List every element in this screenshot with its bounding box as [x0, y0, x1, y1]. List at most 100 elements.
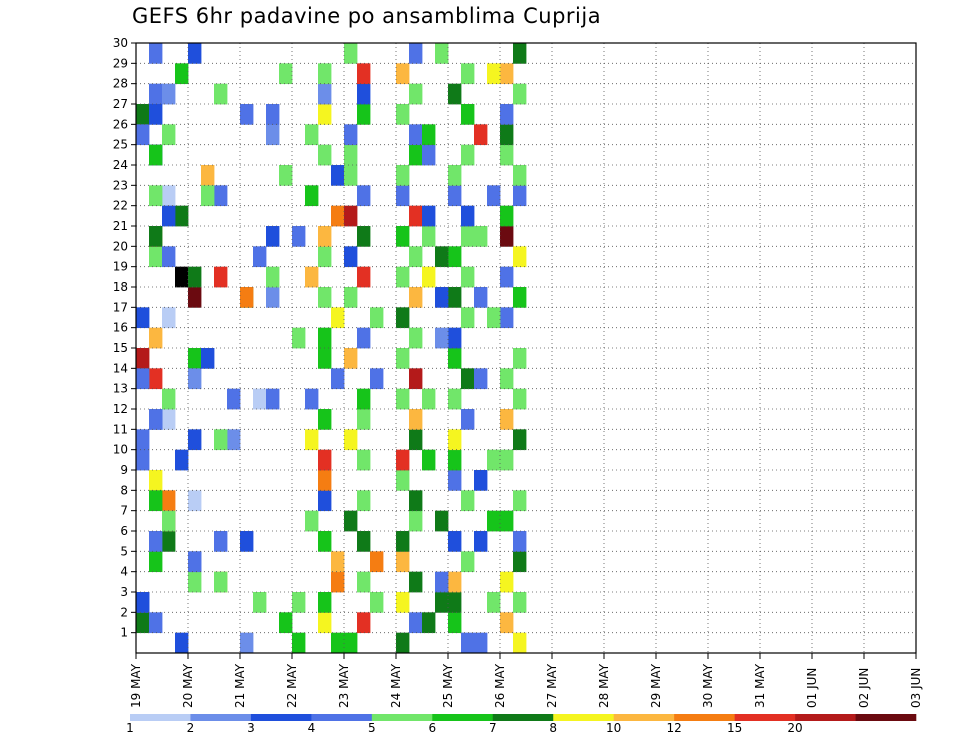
colorbar-swatch: [674, 714, 735, 721]
heatmap-cell: [292, 632, 306, 654]
heatmap-cell: [435, 571, 449, 593]
heatmap-cell: [331, 551, 345, 573]
y-tick-label: 1: [120, 626, 128, 640]
heatmap-cell: [500, 612, 514, 634]
heatmap-cell: [513, 429, 527, 451]
heatmap-cell: [136, 348, 150, 369]
heatmap-cell: [474, 470, 488, 491]
heatmap-cell: [149, 368, 163, 390]
heatmap-cell: [500, 368, 514, 390]
heatmap-cell: [188, 266, 202, 288]
y-tick-label: 24: [113, 158, 128, 172]
x-axis: 19 MAY 20 MAY 21 MAY 22 MAY 23 MAY 24 MAY 25 M…: [129, 653, 923, 708]
heatmap-cell: [305, 266, 319, 288]
heatmap-cell: [448, 612, 462, 634]
heatmap-cell: [474, 226, 488, 247]
heatmap-cell: [409, 612, 423, 634]
heatmap-cell: [357, 226, 371, 247]
heatmap-cell: [292, 327, 306, 349]
heatmap-cell: [162, 124, 176, 146]
heatmap-cell: [461, 551, 475, 573]
colorbar-swatch: [492, 714, 554, 721]
heatmap-cell: [513, 43, 527, 64]
heatmap-cell: [448, 531, 462, 552]
heatmap-cell: [435, 43, 449, 64]
heatmap-cell: [266, 266, 280, 288]
heatmap-cell: [500, 409, 514, 430]
heatmap-cell: [318, 531, 332, 552]
heatmap-cell: [461, 205, 475, 227]
heatmap-cell: [422, 388, 436, 410]
heatmap-cell: [188, 429, 202, 451]
heatmap-cell: [422, 266, 436, 288]
heatmap-cell: [448, 449, 462, 471]
x-tick-label: 30 MAY: [701, 663, 715, 708]
heatmap-cell: [331, 165, 345, 186]
y-tick-label: 3: [120, 585, 128, 599]
x-tick-label: 22 MAY: [285, 663, 299, 708]
heatmap-cell: [357, 490, 371, 512]
heatmap-cell: [136, 429, 150, 451]
heatmap-cell: [318, 327, 332, 349]
heatmap-cell: [175, 266, 189, 288]
colorbar-label: 15: [727, 721, 742, 735]
heatmap-cell: [422, 205, 436, 227]
heatmap-cell: [318, 470, 332, 491]
heatmap-cell: [370, 368, 384, 390]
x-tick-label: 25 MAY: [441, 663, 455, 708]
colorbar-swatch: [250, 714, 312, 721]
heatmap-cell: [292, 226, 306, 247]
heatmap-cell: [487, 63, 501, 85]
y-tick-label: 7: [120, 504, 128, 518]
heatmap-cell: [448, 388, 462, 410]
heatmap-cell: [461, 226, 475, 247]
heatmap-cell: [396, 104, 410, 125]
heatmap-cell: [487, 307, 501, 329]
heatmap-cell: [175, 63, 189, 85]
heatmap-cell: [214, 571, 228, 593]
heatmap-cell: [448, 185, 462, 207]
heatmap-cell: [500, 266, 514, 288]
heatmap-cell: [500, 510, 514, 532]
colorbar-label: 2: [187, 721, 195, 735]
heatmap-cell: [461, 63, 475, 85]
heatmap-cell: [279, 165, 293, 186]
heatmap-cell: [409, 246, 423, 268]
heatmap-cell: [266, 287, 280, 308]
heatmap-cell: [500, 571, 514, 593]
x-tick-label: 28 MAY: [597, 663, 611, 708]
heatmap-cell: [149, 490, 163, 512]
heatmap-cells: [136, 43, 527, 654]
heatmap-cell: [136, 612, 150, 634]
heatmap-cell: [162, 185, 176, 207]
heatmap-cell: [409, 327, 423, 349]
heatmap-cell: [396, 165, 410, 186]
heatmap-cell: [461, 490, 475, 512]
x-tick-label: 27 MAY: [545, 663, 559, 708]
heatmap-cell: [240, 104, 254, 125]
heatmap-cell: [162, 246, 176, 268]
x-tick-label: 26 MAY: [493, 663, 507, 708]
heatmap-cell: [357, 449, 371, 471]
heatmap-cell: [149, 144, 163, 166]
heatmap-cell: [370, 307, 384, 329]
heatmap-cell: [409, 205, 423, 227]
heatmap-cell: [188, 368, 202, 390]
grid-lines: [136, 43, 916, 653]
y-tick-label: 27: [113, 97, 128, 111]
heatmap-cell: [344, 124, 358, 146]
heatmap-cell: [149, 470, 163, 491]
heatmap-cell: [448, 165, 462, 186]
heatmap-cell: [240, 531, 254, 552]
heatmap-cell: [487, 449, 501, 471]
heatmap-cell: [149, 226, 163, 247]
heatmap-cell: [513, 287, 527, 308]
heatmap-cell: [318, 83, 332, 105]
heatmap-cell: [396, 266, 410, 288]
colorbar-label: 20: [787, 721, 802, 735]
heatmap-cell: [396, 632, 410, 654]
heatmap-cell: [396, 307, 410, 329]
heatmap-cell: [136, 124, 150, 146]
heatmap-cell: [422, 144, 436, 166]
